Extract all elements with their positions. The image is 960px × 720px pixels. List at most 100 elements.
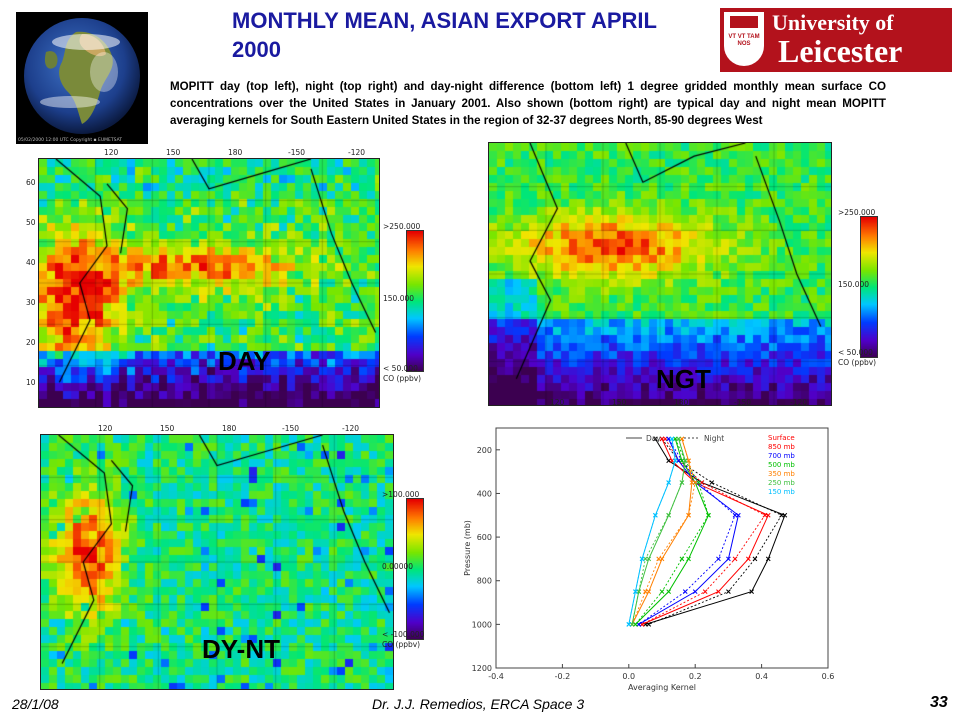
- data-point: [666, 512, 671, 518]
- data-point: [752, 556, 758, 562]
- tick: 40: [26, 258, 36, 267]
- day-night-difference-map: [40, 434, 394, 690]
- tick: 30: [26, 298, 36, 307]
- tick: 120: [104, 148, 119, 157]
- colorbar-tick: 150.000: [838, 280, 870, 289]
- colorbar-tick: >250.000: [838, 208, 876, 217]
- y-axis-label: Pressure (mb): [463, 520, 472, 576]
- map-diff-panel: 120 150 180 -150 -120 >100.000 0.00000 <…: [18, 424, 438, 692]
- image-stamp: 05/02/2000 12:00 UTC Copyright ▪ EUMETSA…: [18, 138, 123, 143]
- data-point: [653, 436, 658, 442]
- legend-style-label: Night: [704, 434, 724, 443]
- data-point: [732, 512, 738, 518]
- data-point: [762, 512, 768, 518]
- night-co-map: [488, 142, 832, 406]
- legend-series-label: 500 mb: [768, 461, 795, 469]
- tick: 60: [26, 178, 36, 187]
- footer-author: Dr. J.J. Remedios, ERCA Space 3: [372, 696, 585, 712]
- tick: -150: [734, 398, 752, 407]
- colorbar-tick: < 50.000: [838, 348, 873, 357]
- tick: -150: [288, 148, 306, 157]
- legend-series-label: 850 mb: [768, 443, 795, 451]
- tick: -120: [790, 398, 808, 407]
- tick: 50: [26, 218, 36, 227]
- data-point: [672, 458, 678, 464]
- left-axis-ticks: 60 50 40 30 20 10: [26, 158, 38, 406]
- data-point: [679, 480, 685, 485]
- data-point: [666, 589, 671, 594]
- legend-series-label: 700 mb: [768, 452, 795, 460]
- figure-caption: MOPITT day (top left), night (top right)…: [170, 80, 886, 127]
- panel-label-diff: DY-NT: [202, 634, 280, 664]
- legend-style-label: Day: [646, 434, 661, 443]
- data-point: [686, 512, 691, 518]
- data-point: [692, 480, 698, 485]
- data-point: [626, 622, 632, 627]
- tick: 180: [222, 424, 237, 433]
- bottom-axis-ticks: 120 150 180 -150 -120: [488, 398, 830, 408]
- data-point: [682, 589, 688, 594]
- x-tick-label: 0.0: [622, 672, 635, 681]
- colorbar-tick: < -100.000: [382, 630, 425, 639]
- page-number: 33: [930, 694, 948, 711]
- tick: -120: [348, 148, 366, 157]
- data-point: [709, 480, 715, 485]
- data-point: [656, 556, 662, 562]
- legend-series-label: 250 mb: [768, 479, 795, 487]
- y-tick-label: 800: [477, 577, 492, 586]
- data-point: [676, 436, 681, 442]
- page-title: MONTHLY MEAN, ASIAN EXPORT APRIL 2000: [232, 8, 657, 62]
- y-tick-label: 400: [477, 489, 492, 498]
- data-point: [646, 622, 652, 627]
- map-day-panel: 120 150 180 -150 -120 60 50 40 30 20 10 …: [8, 148, 428, 416]
- tick: 150: [160, 424, 175, 433]
- data-point: [659, 589, 665, 594]
- colorbar-tick: < 50.000: [383, 364, 418, 373]
- tick: 10: [26, 378, 36, 387]
- tick: 150: [166, 148, 181, 157]
- y-tick-label: 1000: [472, 620, 492, 629]
- colorbar-unit: CO (ppbv): [383, 374, 422, 383]
- day-co-map: [38, 158, 380, 408]
- legend-series-label: 350 mb: [768, 470, 795, 478]
- data-point: [679, 556, 685, 562]
- tick: 180: [674, 398, 689, 407]
- earth-image: 05/02/2000 12:00 UTC Copyright ▪ EUMETSA…: [16, 12, 148, 144]
- legend-series-label: Surface: [768, 434, 795, 442]
- panel-label-night: NGT: [656, 364, 711, 394]
- data-point: [726, 556, 731, 562]
- data-point: [745, 556, 751, 562]
- university-logo: VT VT TAM NOS University of Leicester: [720, 8, 952, 72]
- data-point: [686, 556, 691, 562]
- logo-line2: Leicester: [778, 33, 903, 69]
- x-tick-label: 0.2: [689, 672, 702, 681]
- data-point: [779, 512, 784, 518]
- y-tick-label: 1200: [472, 664, 492, 673]
- colorbar-unit: CO (ppbv): [382, 640, 421, 649]
- logo-line1: University of: [772, 10, 894, 35]
- data-point: [702, 589, 708, 594]
- earth-globe-icon: [24, 18, 140, 134]
- top-axis-ticks: 120 150 180 -150 -120: [38, 148, 378, 158]
- x-tick-label: 0.6: [822, 672, 835, 681]
- data-point: [726, 589, 731, 594]
- colorbar-unit: CO (ppbv): [838, 358, 877, 367]
- top-axis-ticks: 120 150 180 -150 -120: [40, 424, 390, 434]
- colorbar-tick: >250.000: [383, 222, 421, 231]
- night-colorbar: [860, 216, 878, 358]
- data-point: [716, 589, 721, 594]
- data-point: [749, 589, 754, 594]
- tick: 180: [228, 148, 243, 157]
- tick: -150: [282, 424, 300, 433]
- diff-colorbar: [406, 498, 424, 640]
- legend-series-label: 150 mb: [768, 488, 795, 496]
- x-tick-label: -0.4: [488, 672, 504, 681]
- footer-date: 28/1/08: [12, 696, 59, 712]
- data-point: [716, 556, 721, 562]
- tick: 150: [612, 398, 627, 407]
- panel-label-day: DAY: [218, 346, 271, 376]
- data-point: [765, 556, 771, 562]
- data-point: [669, 436, 675, 442]
- data-point: [692, 589, 698, 594]
- y-tick-label: 200: [477, 446, 492, 455]
